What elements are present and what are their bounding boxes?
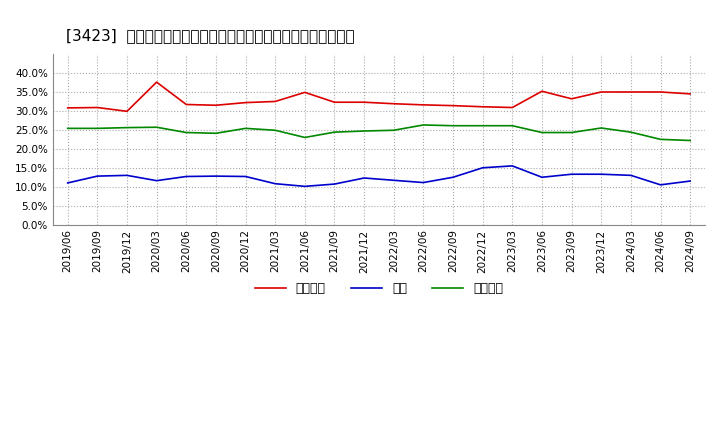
売上債権 [300, 90, 309, 95]
在庫 [182, 174, 191, 179]
売上債権 [419, 102, 428, 107]
買入債務 [153, 125, 161, 130]
売上債権 [567, 96, 576, 102]
買入債務 [567, 130, 576, 135]
Text: [3423]  売上債権、在庫、買入債務の総資産に対する比率の推移: [3423] 売上債権、在庫、買入債務の総資産に対する比率の推移 [66, 28, 354, 43]
Legend: 売上債権, 在庫, 買入債務: 売上債権, 在庫, 買入債務 [250, 277, 508, 300]
買入債務 [686, 138, 695, 143]
買入債務 [360, 128, 369, 134]
売上債権 [686, 91, 695, 96]
買入債務 [271, 128, 279, 133]
在庫 [656, 182, 665, 187]
売上債権 [271, 99, 279, 104]
在庫 [300, 184, 309, 189]
在庫 [271, 181, 279, 186]
買入債務 [626, 129, 635, 135]
買入債務 [182, 130, 191, 135]
売上債権 [597, 89, 606, 95]
在庫 [478, 165, 487, 170]
売上債権 [478, 104, 487, 110]
買入債務 [597, 125, 606, 131]
売上債権 [182, 102, 191, 107]
売上債権 [656, 89, 665, 95]
在庫 [686, 178, 695, 183]
売上債権 [626, 89, 635, 95]
在庫 [626, 173, 635, 178]
在庫 [419, 180, 428, 185]
売上債権 [212, 103, 220, 108]
買入債務 [656, 137, 665, 142]
買入債務 [390, 128, 398, 133]
売上債権 [390, 101, 398, 106]
買入債務 [449, 123, 457, 128]
買入債務 [508, 123, 517, 128]
在庫 [567, 172, 576, 177]
在庫 [212, 173, 220, 179]
在庫 [508, 163, 517, 169]
Line: 在庫: 在庫 [68, 166, 690, 187]
売上債権 [508, 105, 517, 110]
在庫 [241, 174, 250, 179]
在庫 [122, 173, 131, 178]
売上債権 [330, 99, 339, 105]
在庫 [93, 173, 102, 179]
売上債権 [153, 80, 161, 85]
買入債務 [241, 126, 250, 131]
売上債権 [63, 105, 72, 110]
在庫 [538, 175, 546, 180]
在庫 [449, 175, 457, 180]
売上債権 [360, 99, 369, 105]
買入債務 [419, 122, 428, 128]
売上債権 [93, 105, 102, 110]
買入債務 [330, 129, 339, 135]
在庫 [597, 172, 606, 177]
在庫 [360, 176, 369, 181]
買入債務 [93, 126, 102, 131]
買入債務 [300, 135, 309, 140]
買入債務 [478, 123, 487, 128]
買入債務 [538, 130, 546, 135]
売上債権 [122, 109, 131, 114]
在庫 [153, 178, 161, 183]
在庫 [330, 181, 339, 187]
売上債権 [241, 100, 250, 105]
売上債権 [449, 103, 457, 108]
買入債務 [212, 131, 220, 136]
買入債務 [63, 126, 72, 131]
買入債務 [122, 125, 131, 130]
Line: 買入債務: 買入債務 [68, 125, 690, 140]
在庫 [390, 178, 398, 183]
売上債権 [538, 88, 546, 94]
Line: 売上債権: 売上債権 [68, 82, 690, 111]
在庫 [63, 180, 72, 186]
